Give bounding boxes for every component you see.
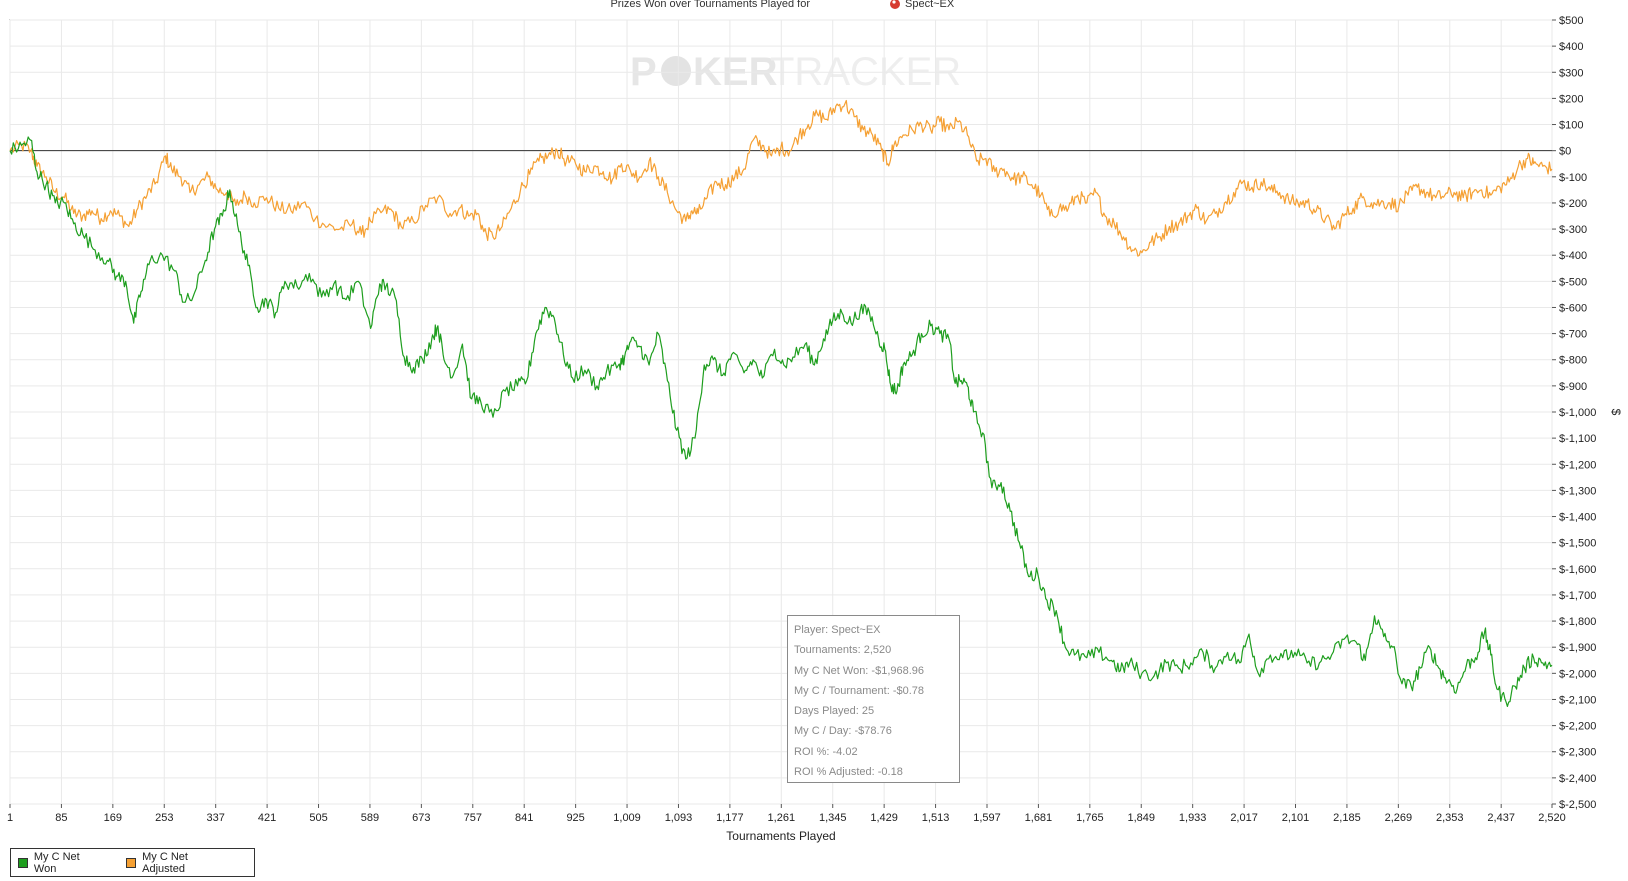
y-tick-label: $-300 [1559, 224, 1587, 236]
y-tick-label: $-2,400 [1559, 773, 1596, 785]
y-tick-label: $-2,200 [1559, 721, 1596, 733]
y-tick-label: $-1,800 [1559, 616, 1596, 628]
chart-legend: My C Net Won My C Net Adjusted [10, 848, 255, 877]
x-tick-label: 1,177 [716, 812, 744, 824]
x-tick-label: 1,765 [1076, 812, 1104, 824]
y-tick-label: $-2,500 [1559, 799, 1596, 811]
x-axis-label: Tournaments Played [726, 829, 835, 843]
x-tick-label: 169 [104, 812, 122, 824]
x-tick-label: 1 [7, 812, 13, 824]
tooltip-days-played: Days Played: 25 [794, 705, 875, 718]
series-line-my-c-net-adjusted [9, 99, 1553, 257]
x-tick-label: 85 [55, 812, 67, 824]
x-tick-label: 757 [464, 812, 482, 824]
y-tick-label: $400 [1559, 41, 1583, 53]
series-line-my-c-net-won [9, 136, 1553, 707]
player-icon [890, 0, 900, 9]
y-tick-label: $-900 [1559, 381, 1587, 393]
x-tick-label: 1,429 [870, 812, 898, 824]
y-tick-label: $-1,400 [1559, 512, 1596, 524]
y-tick-label: $-1,100 [1559, 433, 1596, 445]
x-tick-label: 2,017 [1230, 812, 1258, 824]
watermark-chip-icon [661, 56, 691, 86]
y-tick-label: $-1,300 [1559, 485, 1596, 497]
x-tick-label: 1,261 [768, 812, 796, 824]
tooltip-player: Player: Spect~EX [794, 624, 881, 636]
y-tick-label: $0 [1559, 146, 1571, 158]
x-tick-label: 505 [309, 812, 327, 824]
y-tick-label: $-200 [1559, 198, 1587, 210]
tooltip-per-day: My C / Day: -$78.76 [794, 725, 892, 738]
x-axis: 1 85 169 253 337 421 505 589 673 757 841 925 1,009 1,… [7, 804, 1566, 824]
x-tick-label: 2,437 [1487, 812, 1515, 824]
x-tick-label: 1,597 [973, 812, 1001, 824]
y-tick-label: $-600 [1559, 302, 1587, 314]
stats-tooltip: Player: Spect~EX Tournaments: 2,520 My C… [787, 615, 960, 783]
y-tick-label: $-800 [1559, 355, 1587, 367]
y-tick-label: $-2,100 [1559, 694, 1596, 706]
tooltip-per-tournament: My C / Tournament: -$0.78 [794, 684, 925, 697]
y-tick-label: $500 [1559, 15, 1583, 27]
y-tick-label: $-400 [1559, 250, 1587, 262]
x-tick-label: 1,513 [922, 812, 950, 824]
chart-player-name: Spect~EX [905, 0, 955, 10]
x-tick-label: 1,681 [1025, 812, 1053, 824]
legend-swatch-net-adjusted [126, 857, 137, 868]
y-tick-label: $100 [1559, 120, 1583, 132]
x-tick-label: 253 [155, 812, 173, 824]
chart-title-text: Prizes Won over Tournaments Played for [610, 0, 810, 10]
y-tick-label: $-500 [1559, 276, 1587, 288]
x-tick-label: 2,101 [1282, 812, 1310, 824]
x-tick-label: 841 [515, 812, 533, 824]
player-icon-shine [892, 0, 896, 4]
x-tick-label: 2,269 [1385, 812, 1413, 824]
y-tick-label: $-1,600 [1559, 564, 1596, 576]
y-tick-label: $-1,700 [1559, 590, 1596, 602]
tooltip-tournaments: Tournaments: 2,520 [794, 644, 892, 657]
y-tick-label: $-2,000 [1559, 668, 1596, 680]
y-tick-label: $-1,200 [1559, 459, 1596, 471]
x-tick-label: 589 [361, 812, 379, 824]
legend-label-net-adjusted: My C Net Adjusted [142, 850, 188, 875]
x-tick-label: 1,345 [819, 812, 847, 824]
tooltip-roi: ROI %: -4.02 [794, 745, 858, 758]
y-axis: $500 $400 $300 $200 $100 $0 $-100 $-200 $-300 $-4… [1552, 15, 1596, 811]
x-tick-label: 2,185 [1333, 812, 1361, 824]
legend-label-net-won: My C Net Won [33, 850, 80, 875]
x-tick-label: 1,933 [1179, 812, 1207, 824]
tooltip-roi-adjusted: ROI % Adjusted: -0.18 [794, 766, 903, 779]
x-tick-label: 337 [207, 812, 225, 824]
x-tick-label: 1,849 [1127, 812, 1155, 824]
series-group [9, 99, 1553, 707]
y-tick-label: $-2,300 [1559, 747, 1596, 759]
x-tick-label: 421 [258, 812, 276, 824]
chart-svg: Prizes Won over Tournaments Played for S… [7, 0, 1623, 843]
x-tick-label: 673 [412, 812, 430, 824]
y-tick-label: $-1,000 [1559, 407, 1596, 419]
chart-title: Prizes Won over Tournaments Played for S… [610, 0, 955, 10]
y-tick-label: $-100 [1559, 172, 1587, 184]
legend-item-net-adjusted[interactable]: My C Net Adjusted [126, 851, 232, 875]
x-tick-label: 2,353 [1436, 812, 1464, 824]
x-tick-label: 1,093 [665, 812, 693, 824]
y-tick-label: $-1,900 [1559, 642, 1596, 654]
y-axis-label: $ [1609, 409, 1623, 416]
y-tick-label: $200 [1559, 93, 1583, 105]
legend-item-net-won[interactable]: My C Net Won [18, 851, 104, 875]
y-tick-label: $-1,500 [1559, 538, 1596, 550]
y-tick-label: $300 [1559, 67, 1583, 79]
legend-swatch-net-won [18, 857, 28, 868]
tooltip-net-won: My C Net Won: -$1,968.96 [794, 664, 925, 677]
x-tick-label: 2,520 [1538, 812, 1566, 824]
x-tick-label: 925 [566, 812, 584, 824]
y-tick-label: $-700 [1559, 329, 1587, 341]
x-tick-label: 1,009 [613, 812, 641, 824]
